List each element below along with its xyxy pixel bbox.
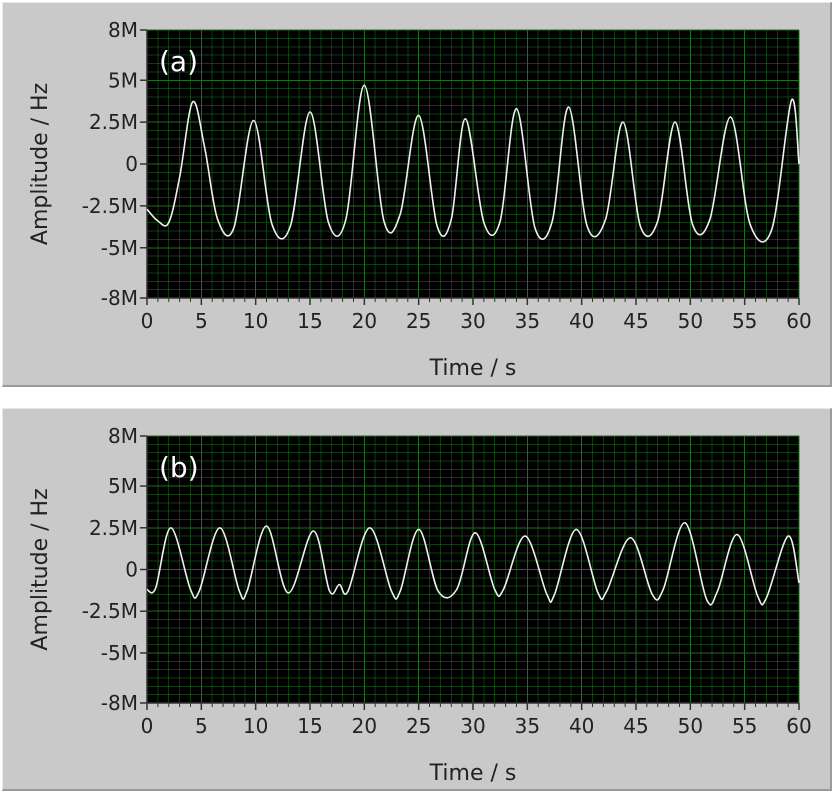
y-axis-title-a: Amplitude / Hz [28,83,53,245]
panel-label-b: (b) [159,451,199,484]
y-tick-label-b: -8M [101,691,138,715]
panel-label-a: (a) [159,45,198,78]
x-tick-label-b: 20 [352,714,377,738]
x-tick-label-a: 0 [141,309,154,333]
x-axis-title-b: Time / s [429,761,517,786]
y-tick-label-a: 0 [125,152,138,176]
x-tick-label-a: 60 [786,309,811,333]
y-tick-label-b: 0 [125,558,138,582]
y-tick-label-a: -8M [101,286,138,310]
y-tick-label-b: 5M [108,474,138,498]
x-tick-label-b: 30 [460,714,485,738]
y-axis-title-b: Amplitude / Hz [28,488,53,650]
y-tick-label-a: 2.5M [89,110,138,134]
x-tick-label-a: 50 [678,309,703,333]
y-tick-label-b: 2.5M [89,516,138,540]
x-tick-label-a: 45 [623,309,648,333]
chart-a-svg: 0 5 10 15 20 25 30 35 40 45 50 55 60 8M 5M 2.5M 0 -2.5M -5… [28,18,812,381]
x-tick-label-b: 45 [623,714,648,738]
x-tick-label-a: 15 [297,309,322,333]
x-tick-label-b: 50 [678,714,703,738]
x-tick-label-b: 55 [732,714,757,738]
chart-b-svg: 0 5 10 15 20 25 30 35 40 45 50 55 60 8M 5M 2.5M 0 -2.5M -5… [28,424,812,786]
y-tick-label-b: -2.5M [82,599,138,623]
y-tick-label-a: 8M [108,18,138,42]
x-tick-label-a: 40 [569,309,594,333]
y-tick-label-a: 5M [108,68,138,92]
x-tick-label-b: 0 [141,714,154,738]
grid-b [146,435,800,704]
x-tick-label-a: 10 [243,309,268,333]
x-tick-label-a: 5 [195,309,208,333]
y-tick-label-a: -5M [101,236,138,260]
x-tick-label-b: 10 [243,714,268,738]
x-tick-label-b: 25 [406,714,431,738]
series-line-b [146,521,800,606]
x-axis-title-a: Time / s [429,356,517,381]
x-tick-label-a: 55 [732,309,757,333]
x-tick-label-b: 5 [195,714,208,738]
y-tick-label-b: -5M [101,641,138,665]
x-tick-label-a: 25 [406,309,431,333]
x-tick-label-a: 30 [460,309,485,333]
chart-panel-a: 0 5 10 15 20 25 30 35 40 45 50 55 60 8M 5M 2.5M 0 -2.5M -5… [2,2,832,387]
x-tick-label-a: 20 [352,309,377,333]
x-tick-label-b: 40 [569,714,594,738]
y-tick-label-a: -2.5M [82,194,138,218]
y-tick-label-b: 8M [108,424,138,448]
x-tick-label-b: 15 [297,714,322,738]
x-tick-label-b: 60 [786,714,811,738]
chart-panel-b: 0 5 10 15 20 25 30 35 40 45 50 55 60 8M 5M 2.5M 0 -2.5M -5… [2,408,832,791]
x-tick-label-b: 35 [515,714,540,738]
x-tick-label-a: 35 [515,309,540,333]
series-line-a [146,84,800,243]
